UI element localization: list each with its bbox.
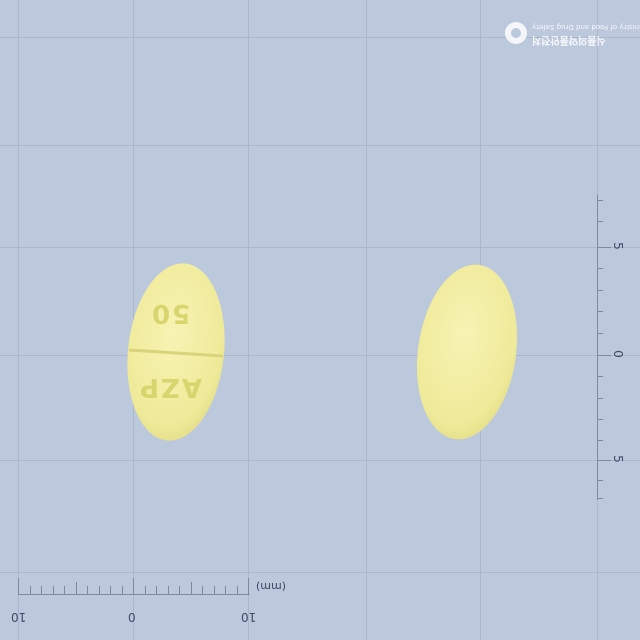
grid-line (248, 0, 249, 640)
ruler-tick (597, 268, 603, 269)
ruler-tick (191, 582, 192, 594)
ruler-tick (597, 376, 603, 377)
imprint-top: 50 (150, 298, 191, 328)
grid-line (366, 0, 367, 640)
ruler-tick (237, 586, 238, 594)
emblem-icon (505, 22, 527, 44)
ruler-tick (225, 586, 226, 594)
ruler-tick (597, 498, 603, 499)
ruler-tick (122, 586, 123, 594)
ruler-baseline (597, 195, 598, 500)
grid-line (0, 145, 640, 146)
grid-line (18, 0, 19, 640)
ruler-tick (133, 578, 134, 594)
ruler-tick (168, 586, 169, 594)
ruler-tick (597, 311, 603, 312)
ruler-tick (64, 586, 65, 594)
ruler-tick (597, 290, 603, 291)
ruler-tick (18, 578, 19, 594)
ruler-tick (597, 398, 603, 399)
grid-line (0, 460, 640, 461)
ruler-tick (597, 460, 611, 461)
grid-line (0, 247, 640, 248)
ruler-tick (76, 582, 77, 594)
ruler-tick (214, 586, 215, 594)
ruler-tick (202, 586, 203, 594)
ruler-tick (110, 586, 111, 594)
agency-logo: Ministry of Food and Drug Safety 식품의약품안전… (505, 20, 640, 56)
ruler-tick (597, 247, 611, 248)
grid-line (0, 572, 640, 573)
ruler-tick (597, 221, 603, 222)
ruler-tick (99, 586, 100, 594)
ruler-tick (156, 586, 157, 594)
ruler-tick (145, 586, 146, 594)
ruler-tick (87, 586, 88, 594)
grid-line (0, 37, 640, 38)
ruler-baseline (18, 594, 250, 595)
grid-line (0, 355, 640, 356)
imprint-bottom: AZP (138, 372, 203, 402)
ruler-tick (597, 200, 603, 201)
pill-back (416, 264, 518, 440)
ruler-tick (53, 586, 54, 594)
ruler-tick (41, 586, 42, 594)
ruler-tick (30, 586, 31, 594)
ruler-tick (597, 440, 603, 441)
ruler-tick (597, 480, 603, 481)
ruler-tick (179, 586, 180, 594)
ruler-tick (597, 419, 603, 420)
score-line (128, 348, 224, 358)
ruler-tick (597, 355, 611, 356)
ruler-tick (597, 333, 603, 334)
ruler-tick (248, 578, 249, 594)
